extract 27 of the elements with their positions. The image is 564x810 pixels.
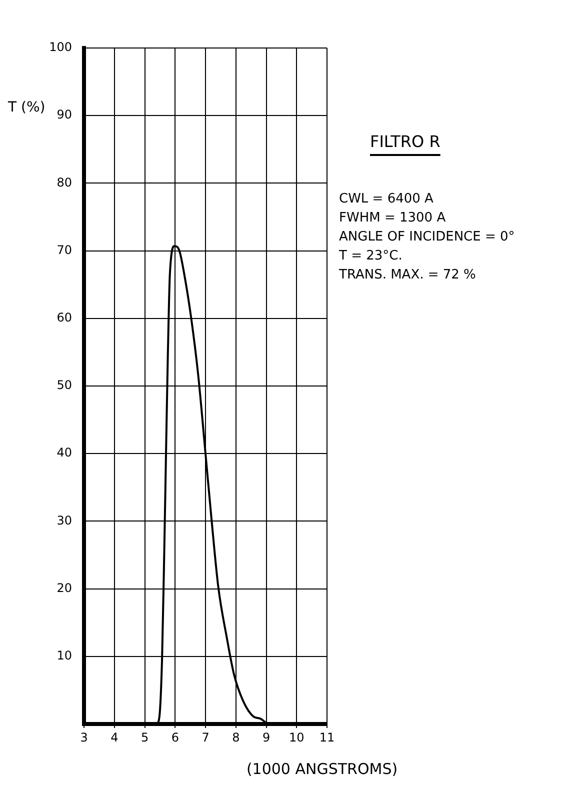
x-tick-label: 3: [80, 730, 88, 744]
y-tick-label: 100: [49, 40, 72, 54]
y-tick-label: 10: [56, 648, 72, 663]
text: FILTRO R: [370, 132, 440, 152]
x-tick-label: 10: [288, 730, 304, 744]
text: ANGLE OF INCIDENCE = 0°: [339, 229, 515, 244]
y-tick-label: 80: [56, 175, 72, 190]
y-tick-label: 40: [56, 446, 72, 460]
y-tick-label: 90: [56, 108, 72, 122]
x-tick-label: 6: [171, 730, 179, 744]
y-axis-title: T (%): [7, 100, 46, 116]
text: TRANS. MAX. = 72 %: [338, 267, 476, 282]
x-tick-label: 7: [202, 730, 210, 744]
x-tick-label: 5: [140, 730, 149, 744]
x-tick-label: 4: [110, 730, 118, 744]
text: CWL = 6400 A: [339, 191, 434, 206]
x-axis-title: (1000 ANGSTROMS): [246, 760, 398, 778]
x-tick-label: 11: [319, 730, 335, 744]
text: T = 23°C.: [338, 248, 402, 264]
y-tick-label: 30: [56, 513, 72, 528]
y-tick-label: 60: [56, 310, 72, 325]
text: FWHM = 1300 A: [339, 210, 446, 226]
y-tick-label: 50: [56, 378, 72, 392]
y-tick-label: 20: [56, 580, 72, 595]
y-tick-label: 70: [56, 242, 72, 257]
x-tick-label: 9: [262, 730, 270, 744]
x-tick-label: 8: [232, 730, 240, 744]
